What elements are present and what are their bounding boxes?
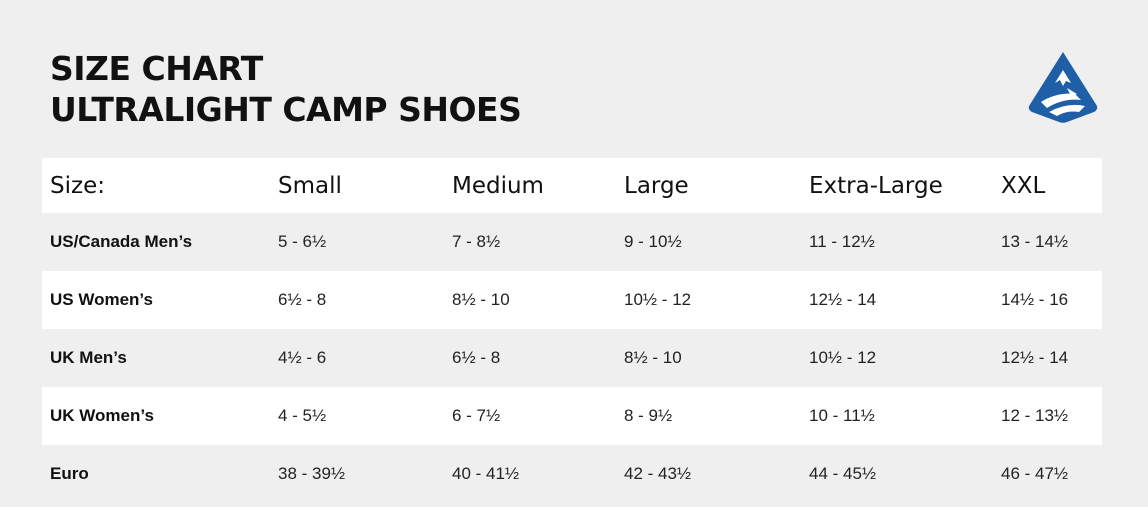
table-cell: 10½ - 12 [624, 290, 692, 309]
header-large: Large [624, 172, 689, 199]
table-cell: 6 - 7½ [452, 406, 501, 425]
table-cell: 8½ - 10 [452, 290, 510, 309]
table-header-row: Size: Small Medium Large Extra-Large XXL [42, 158, 1102, 213]
table-cell: 13 - 14½ [1001, 232, 1069, 251]
row-label: US/Canada Men’s [50, 232, 193, 251]
header-xxl: XXL [1001, 172, 1046, 199]
row-label: UK Women’s [50, 406, 154, 425]
header-small: Small [278, 172, 342, 199]
table-cell: 10½ - 12 [809, 348, 877, 367]
page-title: SIZE CHART ULTRALIGHT CAMP SHOES [50, 48, 522, 130]
table-cell: 12 - 13½ [1001, 406, 1069, 425]
table-cell: 14½ - 16 [1001, 290, 1069, 309]
table-cell: 42 - 43½ [624, 464, 692, 483]
row-label: UK Men’s [50, 348, 127, 367]
table-cell: 12½ - 14 [1001, 348, 1069, 367]
header-size: Size: [50, 172, 105, 199]
table-row: US Women’s 6½ - 8 8½ - 10 10½ - 12 12½ -… [42, 271, 1102, 329]
table-row: UK Men’s 4½ - 6 6½ - 8 8½ - 10 10½ - 12 … [42, 329, 1102, 387]
table-row: UK Women’s 4 - 5½ 6 - 7½ 8 - 9½ 10 - 11½… [42, 387, 1102, 445]
title-line-1: SIZE CHART [50, 49, 263, 88]
table-cell: 5 - 6½ [278, 232, 327, 251]
table-cell: 44 - 45½ [809, 464, 877, 483]
table-cell: 11 - 12½ [809, 232, 875, 251]
table-cell: 12½ - 14 [809, 290, 877, 309]
table-cell: 8 - 9½ [624, 406, 673, 425]
table-cell: 7 - 8½ [452, 232, 501, 251]
table-cell: 8½ - 10 [624, 348, 682, 367]
table-cell: 40 - 41½ [452, 464, 520, 483]
size-chart-table: Size: Small Medium Large Extra-Large XXL… [42, 158, 1102, 503]
table-cell: 6½ - 8 [452, 348, 501, 367]
title-line-2: ULTRALIGHT CAMP SHOES [50, 90, 522, 129]
table-row: Euro 38 - 39½ 40 - 41½ 42 - 43½ 44 - 45½… [42, 445, 1102, 503]
table-cell: 4½ - 6 [278, 348, 327, 367]
table-cell: 38 - 39½ [278, 464, 346, 483]
table-cell: 4 - 5½ [278, 406, 327, 425]
table-cell: 6½ - 8 [278, 290, 327, 309]
table-cell: 46 - 47½ [1001, 464, 1069, 483]
row-label: US Women’s [50, 290, 153, 309]
table-cell: 9 - 10½ [624, 232, 682, 251]
row-label: Euro [50, 464, 89, 483]
table-row: US/Canada Men’s 5 - 6½ 7 - 8½ 9 - 10½ 11… [42, 213, 1102, 271]
header-medium: Medium [452, 172, 544, 199]
mountain-peak-logo-icon [1028, 52, 1098, 123]
header-extra-large: Extra-Large [809, 172, 943, 199]
table-cell: 10 - 11½ [809, 406, 875, 425]
